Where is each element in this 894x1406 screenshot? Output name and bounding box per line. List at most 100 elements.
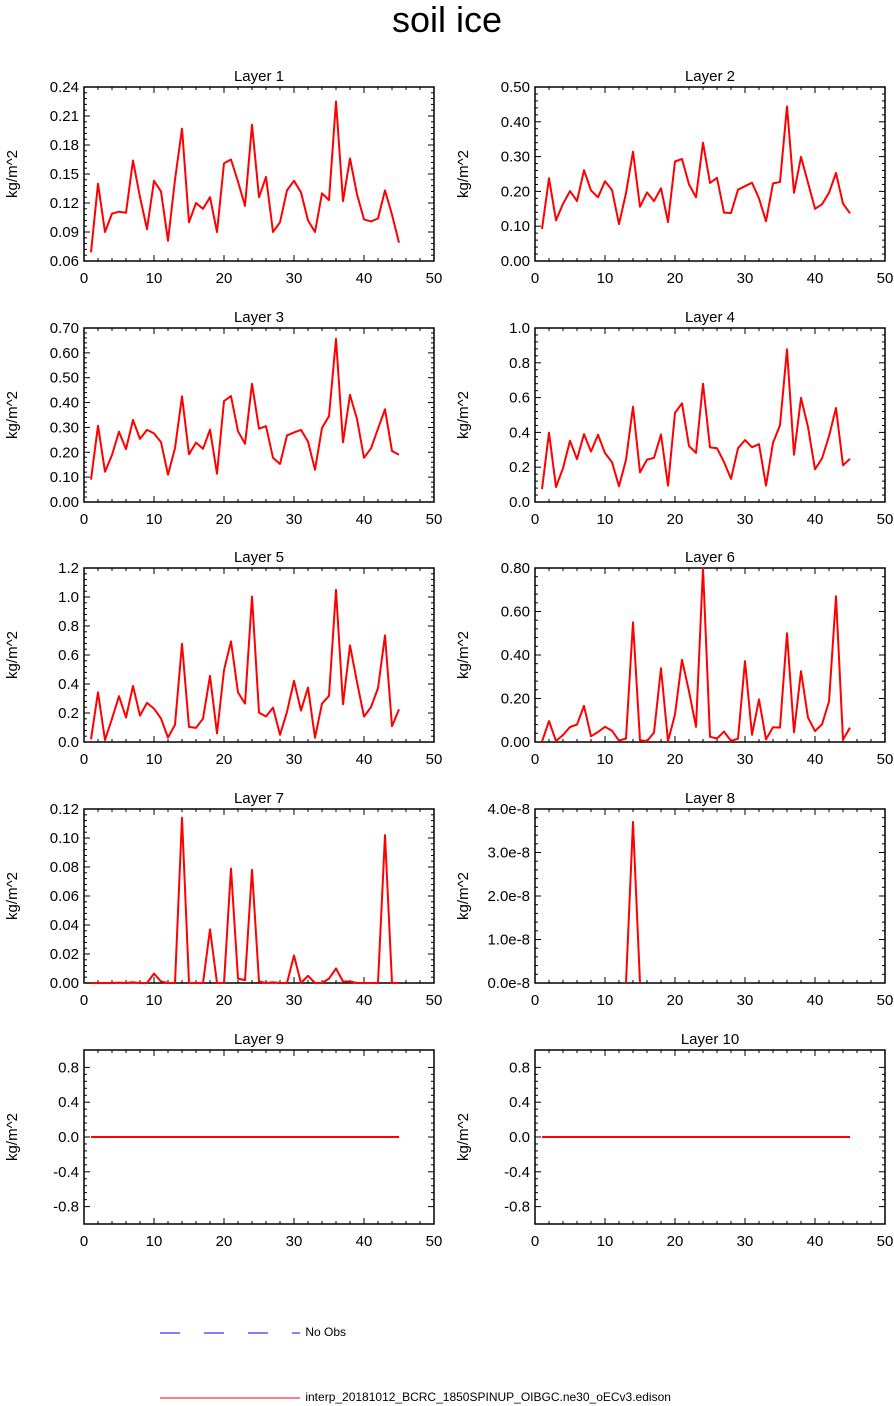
panel-3-y-tick-label: 0.20 (50, 444, 79, 461)
legend-dashed-line (160, 1332, 300, 1334)
panel-8-y-tick-label: 2.0e-8 (487, 888, 530, 905)
panel-7-y-tick-label: 0.02 (50, 946, 79, 963)
panel-10-title: Layer 10 (681, 1031, 739, 1048)
panel-3-x-tick-label: 10 (146, 511, 163, 528)
panel-6-x-tick-label: 0 (531, 751, 539, 768)
panel-10-y-axis-label: kg/m^2 (455, 1113, 472, 1161)
panel-3-x-tick-label: 0 (80, 511, 88, 528)
panel-5-x-tick-label: 10 (146, 751, 163, 768)
panel-4-series-line-1 (541, 348, 851, 490)
panel-2-x-tick-label: 20 (667, 270, 684, 287)
panel-1-x-tick-label: 10 (146, 270, 163, 287)
panel-5-y-tick-label: 1.0 (58, 589, 79, 606)
panel-2-y-tick-label: 0.00 (501, 253, 530, 270)
panel-7-y-tick-label: 0.00 (50, 975, 79, 992)
panel-10-x-tick-label: 0 (531, 1233, 539, 1250)
panel-1-x-tick-label: 50 (426, 270, 443, 287)
panel-8-y-axis-label: kg/m^2 (455, 872, 472, 920)
panel-8-y-tick-label: 1.0e-8 (487, 932, 530, 949)
panel-4-y-tick-label: 0.0 (509, 494, 530, 511)
legend-label-no-obs: No Obs (305, 1325, 347, 1339)
panel-10-y-tick-label: 0.4 (509, 1094, 530, 1111)
panel-10-x-tick-label: 40 (807, 1233, 824, 1250)
panel-10-y-tick-label: -0.4 (504, 1164, 530, 1181)
panel-7-y-tick-label: 0.06 (50, 888, 79, 905)
panel-3-x-tick-label: 30 (286, 511, 303, 528)
panel-6-y-tick-label: 0.40 (501, 647, 530, 664)
panel-3-x-tick-label: 50 (426, 511, 443, 528)
panel-6-x-tick-label: 10 (597, 751, 614, 768)
panel-8-y-tick-label: 0.0e-8 (487, 975, 530, 992)
panel-4-y-axis-label: kg/m^2 (455, 391, 472, 439)
panel-9-y-tick-label: -0.4 (53, 1164, 79, 1181)
panel-1-y-tick-label: 0.21 (50, 108, 79, 125)
panel-8-x-tick-label: 0 (531, 992, 539, 1009)
panel-8-series-line-1 (625, 821, 641, 984)
chart-panels: Layer 1 kg/m^2 0 10 20 30 40 50 0.06 0.09 0.12 0.15… (4, 68, 894, 1250)
panel-5-y-tick-label: 0.0 (58, 734, 79, 751)
panel-9-x-tick-label: 20 (216, 1233, 233, 1250)
panel-1-y-tick-label: 0.06 (50, 253, 79, 270)
panel-7-x-tick-label: 30 (286, 992, 303, 1009)
panel-10-x-tick-label: 30 (737, 1233, 754, 1250)
legend-solid-line (160, 1397, 300, 1399)
panel-7-x-tick-label: 40 (356, 992, 373, 1009)
panel-1-y-tick-label: 0.12 (50, 195, 79, 212)
panel-10-x-tick-label: 20 (667, 1233, 684, 1250)
panel-1-y-tick-label: 0.09 (50, 224, 79, 241)
panel-2-y-tick-label: 0.40 (501, 114, 530, 131)
panel-2-title: Layer 2 (685, 68, 735, 85)
panel-2-y-tick-label: 0.10 (501, 218, 530, 235)
panel-10-x-tick-label: 10 (597, 1233, 614, 1250)
panel-1-x-tick-label: 40 (356, 270, 373, 287)
panel-1-y-axis-label: kg/m^2 (4, 150, 21, 198)
panel-1-title: Layer 1 (234, 68, 284, 85)
panel-9-x-tick-label: 0 (80, 1233, 88, 1250)
page-title: soil ice (391, 0, 503, 40)
panel-4-y-tick-label: 0.8 (509, 355, 530, 372)
panel-6-x-tick-label: 40 (807, 751, 824, 768)
panel-9-y-axis-label: kg/m^2 (4, 1113, 21, 1161)
panel-2-y-tick-label: 0.50 (501, 79, 530, 96)
panel-3-y-tick-label: 0.70 (50, 320, 79, 337)
panel-8-y-tick-label: 3.0e-8 (487, 845, 530, 862)
panel-8-x-tick-label: 50 (877, 992, 894, 1009)
panel-9-x-tick-label: 10 (146, 1233, 163, 1250)
panel-5-y-tick-label: 0.6 (58, 647, 79, 664)
panel-2-x-tick-label: 30 (737, 270, 754, 287)
panel-5-series-line-1 (90, 588, 400, 741)
panel-6-series-line-1 (541, 567, 851, 743)
panel-3-x-tick-label: 20 (216, 511, 233, 528)
panel-1-series-line-1 (90, 100, 400, 253)
panel-9-y-tick-label: 0.0 (58, 1129, 79, 1146)
panel-4-x-tick-label: 30 (737, 511, 754, 528)
panel-4-y-tick-label: 0.4 (509, 424, 530, 441)
panel-3-y-axis-label: kg/m^2 (4, 391, 21, 439)
panel-5-x-tick-label: 40 (356, 751, 373, 768)
panel-6-title: Layer 6 (685, 549, 735, 566)
panel-3-y-tick-label: 0.40 (50, 395, 79, 412)
panel-9-title: Layer 9 (234, 1031, 284, 1048)
panel-3-x-tick-label: 40 (356, 511, 373, 528)
panel-7-y-tick-label: 0.10 (50, 830, 79, 847)
panel-3-y-tick-label: 0.60 (50, 345, 79, 362)
panel-5-y-tick-label: 0.4 (58, 676, 79, 693)
panel-8-x-tick-label: 30 (737, 992, 754, 1009)
panel-8-x-tick-label: 40 (807, 992, 824, 1009)
panel-2-x-tick-label: 40 (807, 270, 824, 287)
panel-6-x-tick-label: 30 (737, 751, 754, 768)
panel-3-y-tick-label: 0.30 (50, 419, 79, 436)
panel-9-y-tick-label: -0.8 (53, 1199, 79, 1216)
panel-5-title: Layer 5 (234, 549, 284, 566)
panel-9-y-tick-label: 0.4 (58, 1094, 79, 1111)
legend-model: interp_20181012_BCRC_1850SPINUP_OIBGC.ne… (160, 1390, 671, 1405)
panel-10-y-tick-label: 0.0 (509, 1129, 530, 1146)
panel-10-y-tick-label: -0.8 (504, 1199, 530, 1216)
panel-3-series-line-1 (90, 337, 400, 480)
panel-8-x-tick-label: 20 (667, 992, 684, 1009)
panel-5-x-tick-label: 0 (80, 751, 88, 768)
panel-2-x-tick-label: 50 (877, 270, 894, 287)
panel-1-y-tick-label: 0.15 (50, 166, 79, 183)
panel-8-title: Layer 8 (685, 790, 735, 807)
panel-7-series-line-1 (91, 816, 399, 984)
